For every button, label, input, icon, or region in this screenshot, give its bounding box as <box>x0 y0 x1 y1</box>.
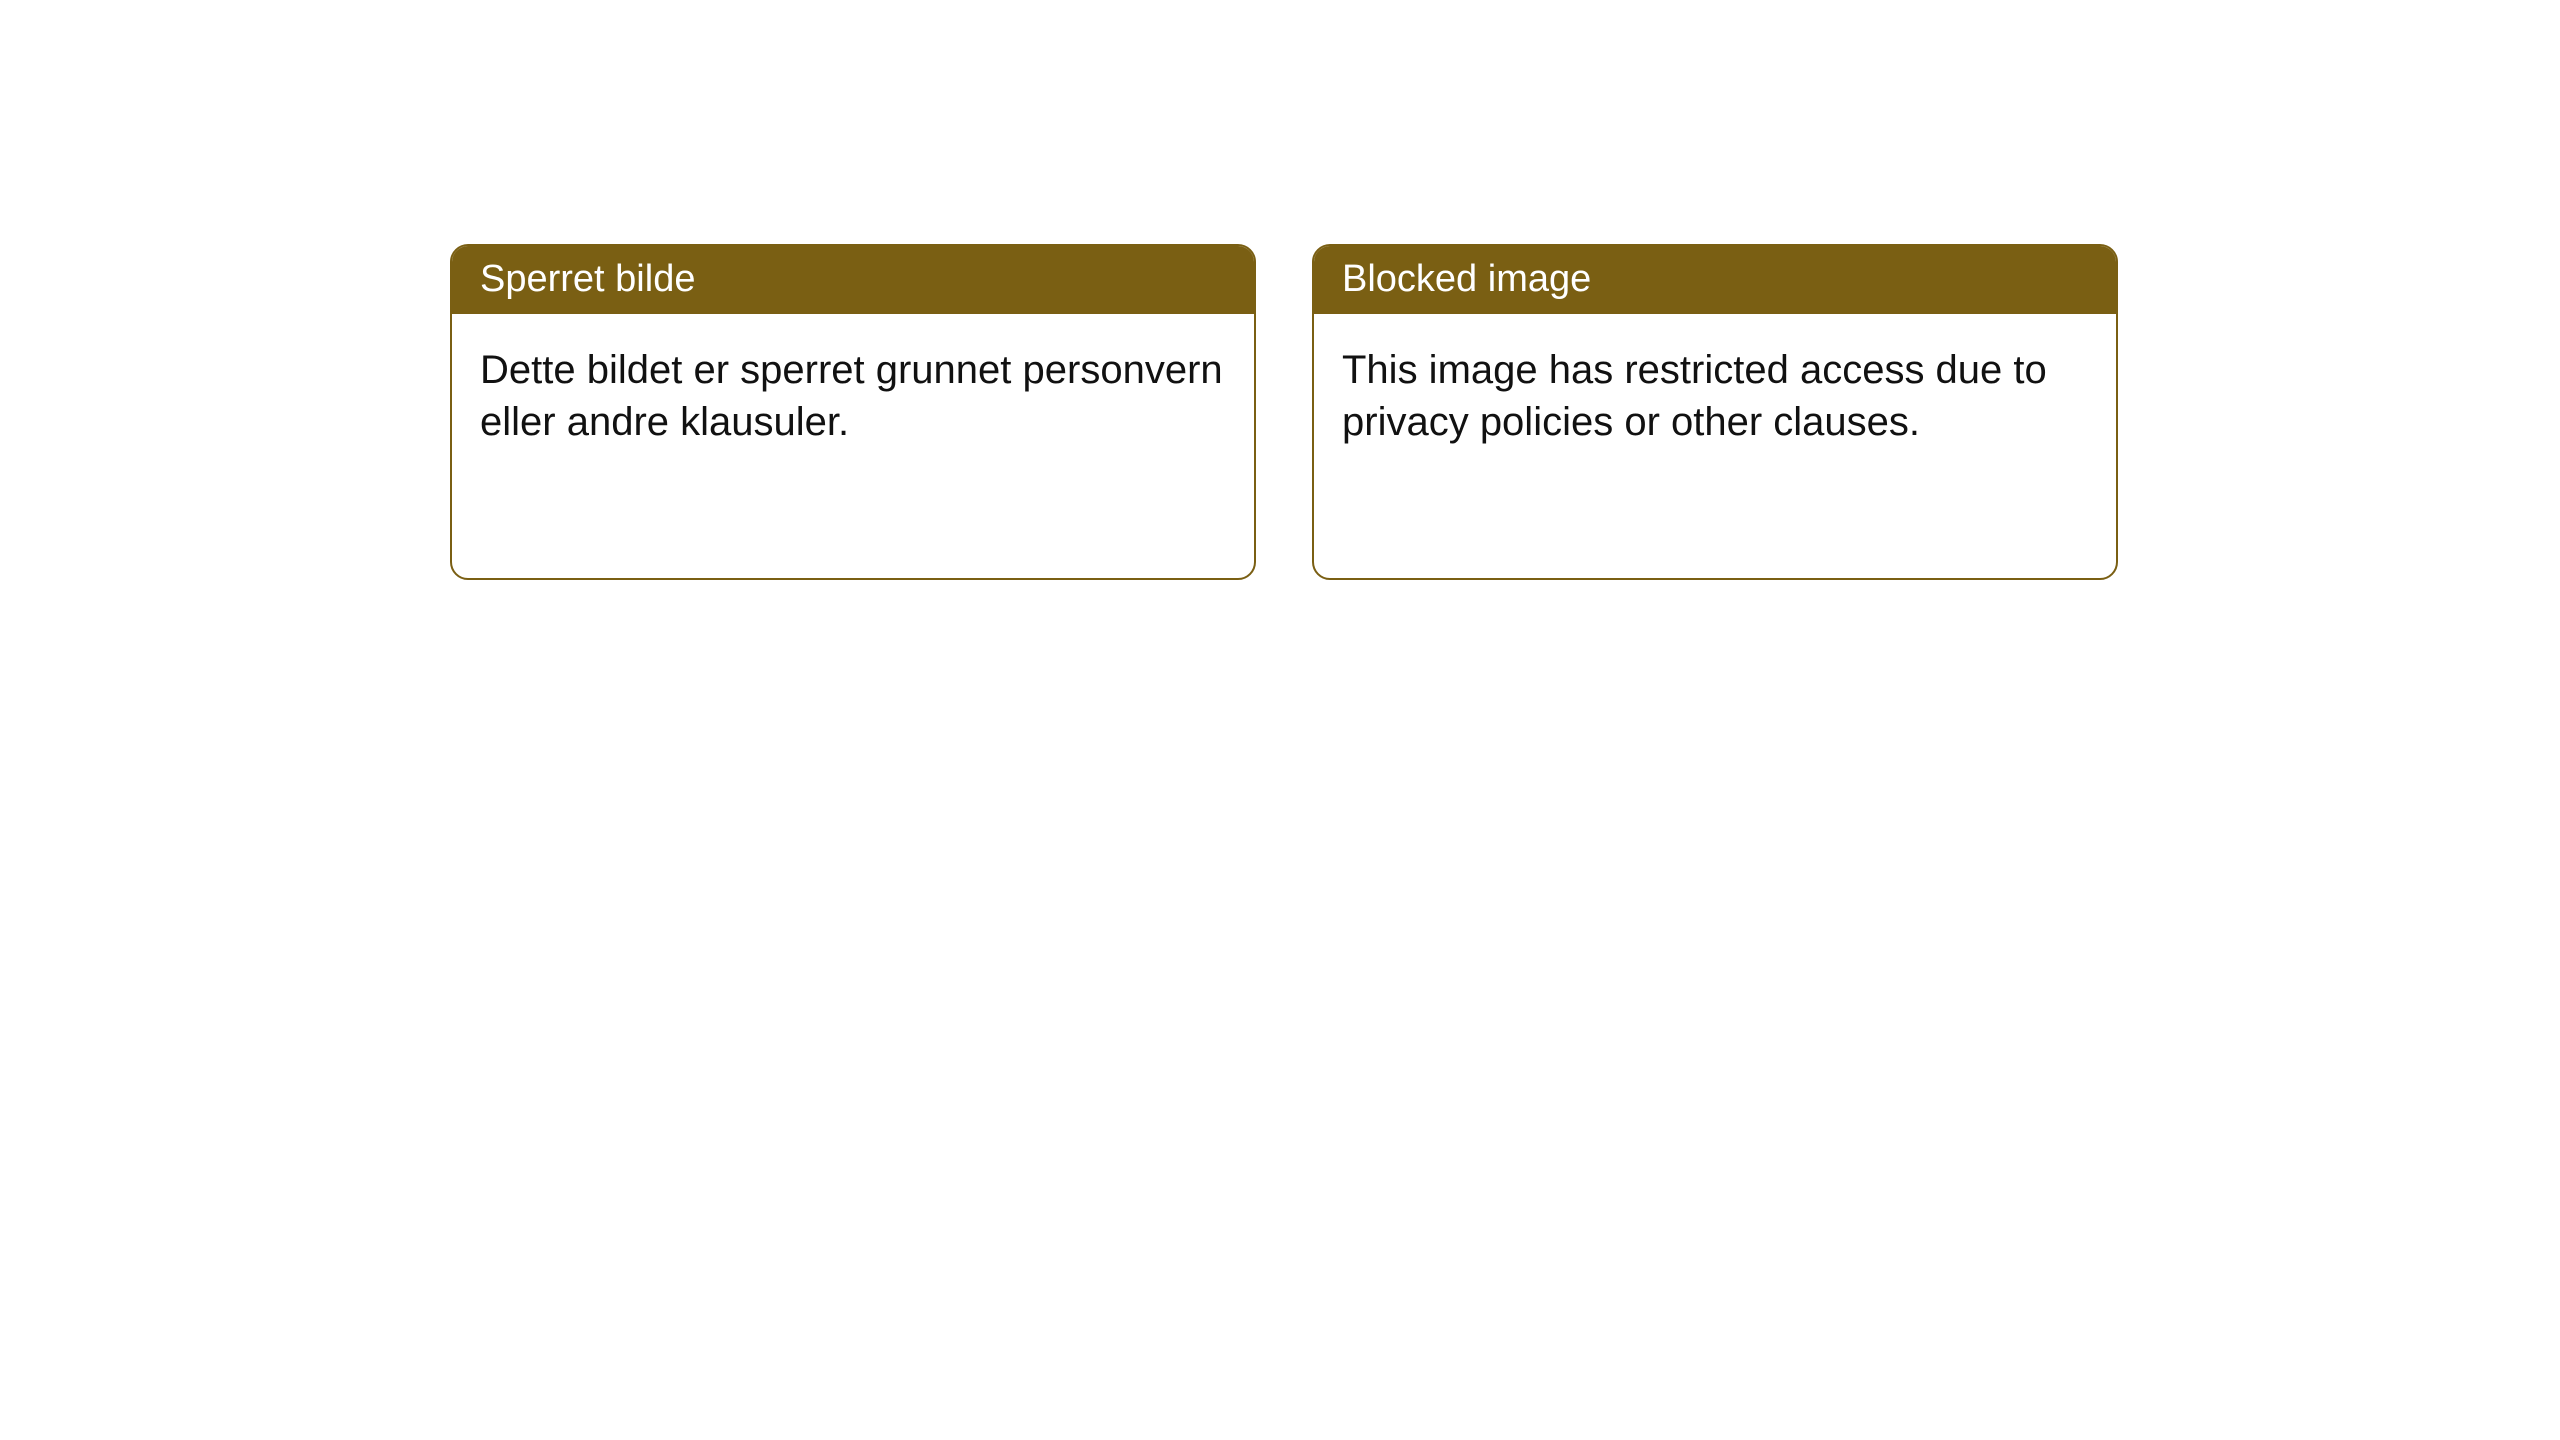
notice-card-en: Blocked image This image has restricted … <box>1312 244 2118 580</box>
notice-container: Sperret bilde Dette bildet er sperret gr… <box>0 0 2560 580</box>
notice-header-en: Blocked image <box>1314 246 2116 314</box>
notice-body-en: This image has restricted access due to … <box>1314 314 2116 478</box>
notice-header-no: Sperret bilde <box>452 246 1254 314</box>
notice-body-no: Dette bildet er sperret grunnet personve… <box>452 314 1254 478</box>
notice-card-no: Sperret bilde Dette bildet er sperret gr… <box>450 244 1256 580</box>
